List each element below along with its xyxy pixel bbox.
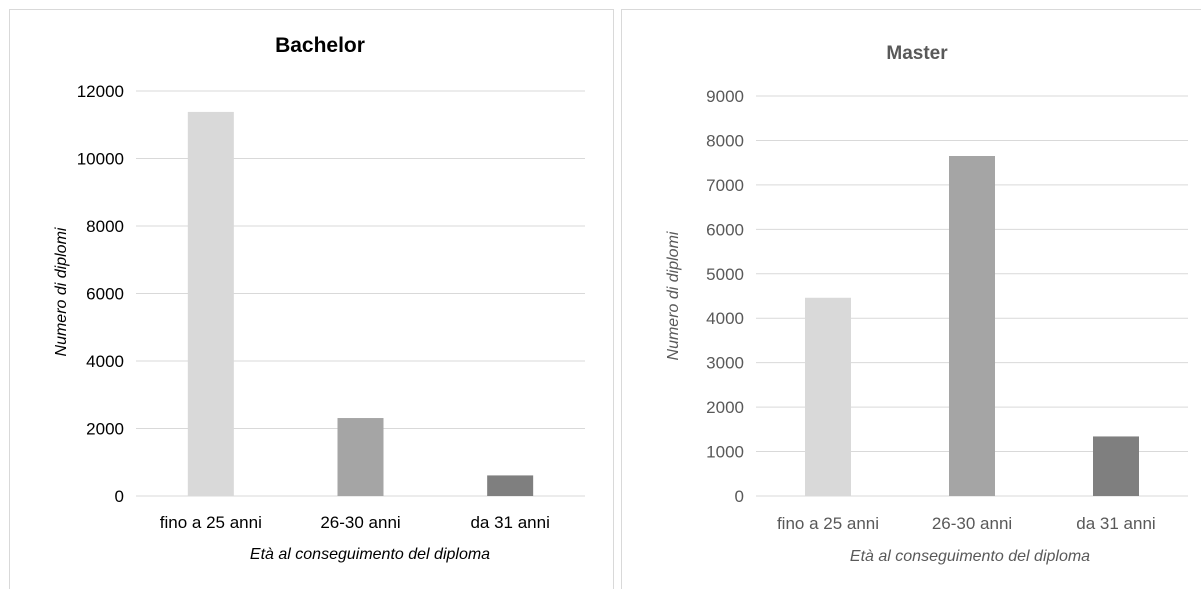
bachelor-chart-frame: [9, 9, 614, 589]
master-y-tick-label: 7000: [706, 176, 744, 195]
bachelor-y-tick-label: 0: [115, 487, 124, 506]
master-y-tick-label: 2000: [706, 398, 744, 417]
master-bar: [949, 156, 995, 496]
bachelor-bar: [337, 418, 384, 496]
master-chart: 0 1000 2000 3000 4000 5000 6000 7000 8000 9000 fi…: [665, 43, 1188, 565]
master-y-ticks: 0 1000 2000 3000 4000 5000 6000 7000 8000 9000: [706, 87, 744, 506]
bachelor-x-ticks: fino a 25 anni 26-30 anni da 31 anni: [160, 513, 550, 532]
bachelor-y-tick-label: 2000: [86, 420, 124, 439]
master-bar: [1093, 436, 1139, 496]
master-chart-title: Master: [886, 43, 948, 64]
bachelor-x-axis-label: Età al conseguimento del diploma: [250, 546, 490, 563]
master-x-tick-label: 26-30 anni: [932, 514, 1012, 533]
master-y-tick-label: 3000: [706, 354, 744, 373]
bachelor-y-tick-label: 8000: [86, 217, 124, 236]
master-x-axis-label: Età al conseguimento del diploma: [850, 548, 1090, 565]
master-x-tick-label: da 31 anni: [1076, 514, 1155, 533]
bachelor-chart: 0 2000 4000 6000 8000 10000 12000 fino a 25 an…: [53, 34, 585, 563]
master-y-tick-label: 6000: [706, 220, 744, 239]
master-y-tick-label: 1000: [706, 443, 744, 462]
bachelor-y-tick-label: 12000: [77, 82, 124, 101]
bachelor-x-tick-label: da 31 anni: [470, 513, 549, 532]
bachelor-bar: [487, 475, 534, 496]
master-bar: [805, 297, 851, 496]
bachelor-bars: [187, 111, 534, 497]
master-chart-frame: [621, 9, 1201, 589]
master-y-tick-label: 0: [735, 487, 744, 506]
bachelor-x-tick-label: fino a 25 anni: [160, 513, 262, 532]
bachelor-y-tick-label: 6000: [86, 285, 124, 304]
bachelor-y-ticks: 0 2000 4000 6000 8000 10000 12000: [77, 82, 124, 506]
bachelor-bar: [187, 111, 234, 497]
master-y-tick-label: 8000: [706, 131, 744, 150]
bachelor-x-tick-label: 26-30 anni: [320, 513, 400, 532]
master-y-axis-label: Numero di diplomi: [665, 231, 682, 360]
bachelor-chart-title: Bachelor: [275, 34, 365, 57]
master-x-ticks: fino a 25 anni 26-30 anni da 31 anni: [777, 514, 1156, 533]
bachelor-y-tick-label: 10000: [77, 150, 124, 169]
bachelor-y-tick-label: 4000: [86, 352, 124, 371]
bachelor-y-axis-label: Numero di diplomi: [53, 227, 70, 356]
master-bars: [805, 156, 1139, 496]
master-y-tick-label: 4000: [706, 309, 744, 328]
master-x-tick-label: fino a 25 anni: [777, 514, 879, 533]
master-y-tick-label: 5000: [706, 265, 744, 284]
master-y-tick-label: 9000: [706, 87, 744, 106]
